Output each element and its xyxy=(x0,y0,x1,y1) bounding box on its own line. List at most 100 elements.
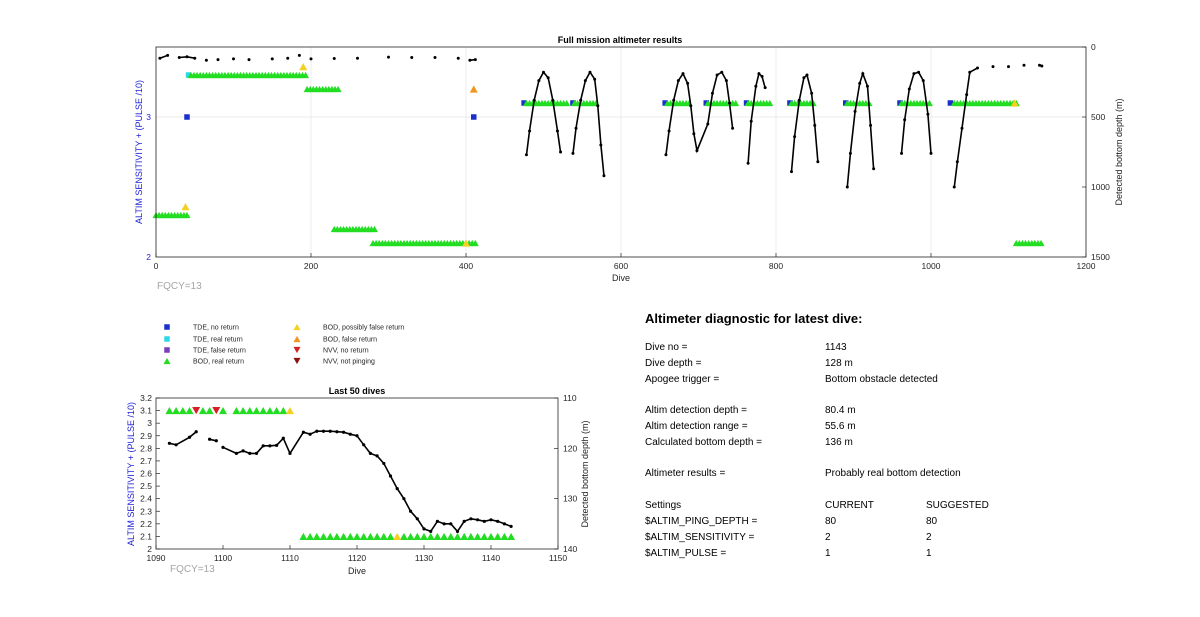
bottom-depth-point xyxy=(797,98,801,102)
bod-marker xyxy=(165,406,174,415)
bottom-depth-point xyxy=(917,70,921,74)
diagnostic-suggested: 2 xyxy=(926,532,932,543)
bottom-depth-point xyxy=(960,126,964,130)
bod-marker xyxy=(446,532,455,541)
bod-real-return-marker xyxy=(371,225,379,233)
bod-real-return-marker xyxy=(471,239,479,247)
diagnostic-row: Dive depth = 128 m xyxy=(645,358,853,369)
bottom-depth-point xyxy=(968,70,972,74)
diagnostic-suggested: 80 xyxy=(926,516,938,527)
bottom-depth-point xyxy=(681,72,685,76)
legend-item: NVV, no return xyxy=(293,346,369,355)
bottom-depth-point xyxy=(468,58,472,62)
diagnostic-value: 136 m xyxy=(825,437,853,448)
bod-marker xyxy=(440,532,449,541)
diagnostic-label: Altim detection depth = xyxy=(645,405,747,416)
small-bottom-depth-point xyxy=(476,518,480,522)
bottom-depth-point xyxy=(728,101,731,105)
bottom-depth-point xyxy=(555,129,559,133)
bottom-depth-point xyxy=(805,73,809,77)
bod-real-return-marker xyxy=(925,99,933,107)
small-bottom-depth-point xyxy=(328,429,332,433)
nvv-no-return-marker xyxy=(192,406,201,415)
bod-marker xyxy=(487,532,495,541)
small-bottom-depth-point xyxy=(268,444,272,448)
small-bottom-depth-point xyxy=(362,443,366,447)
small-bottom-depth-point xyxy=(194,430,198,434)
diagnostic-label: $ALTIM_SENSITIVITY = xyxy=(645,532,755,543)
legend-square-marker xyxy=(164,336,170,342)
small-y-axis-right-label: Detected bottom depth (m) xyxy=(580,420,590,527)
legend-item: BOD, real return xyxy=(163,357,244,366)
bod-marker xyxy=(393,532,402,541)
main-y-left-tick-label: 2 xyxy=(146,252,151,262)
diagnostic-label: Dive no = xyxy=(645,342,688,353)
small-x-axis-label: Dive xyxy=(348,566,366,576)
small-y-right-tick-label: 120 xyxy=(563,443,577,453)
bottom-depth-point xyxy=(689,104,693,108)
small-y-left-tick-label: 2.8 xyxy=(140,443,152,453)
legend-item: NVV, not pinging xyxy=(293,357,375,366)
small-bottom-depth-point xyxy=(388,474,393,478)
bottom-depth-point xyxy=(286,56,290,60)
small-bottom-depth-point xyxy=(254,451,259,455)
bottom-depth-point xyxy=(912,72,916,76)
bod-marker xyxy=(373,532,382,541)
bottom-depth-point xyxy=(907,87,911,91)
small-bottom-depth-point xyxy=(208,437,212,441)
diagnostic-label: $ALTIM_PING_DEPTH = xyxy=(645,516,758,527)
small-bottom-depth-point xyxy=(167,441,171,445)
diagnostic-label: Altim detection range = xyxy=(645,421,748,432)
bottom-depth-point xyxy=(872,167,876,171)
bottom-depth-point xyxy=(676,79,680,83)
bottom-depth-point xyxy=(861,72,865,76)
main-y-left-tick-label: 3 xyxy=(146,112,151,122)
diagnostic-label: $ALTIM_PULSE = xyxy=(645,548,726,559)
small-bottom-depth-point xyxy=(469,517,473,521)
bottom-depth-point xyxy=(793,135,797,139)
small-x-tick-label: 1100 xyxy=(214,553,233,563)
bottom-depth-point xyxy=(456,56,460,60)
bottom-depth-point xyxy=(216,58,220,62)
bottom-depth-point xyxy=(574,126,578,130)
diagnostic-title: Altimeter diagnostic for latest dive: xyxy=(645,311,862,326)
diagnostic-row: Dive no = 1143 xyxy=(645,342,847,353)
bottom-depth-point xyxy=(790,170,793,174)
bottom-depth-point xyxy=(760,74,764,78)
small-chart-ticks: 1090 1100 1110 1120 1130 1140 1150 2 2.1 2.2 2.3 2.… xyxy=(140,393,577,563)
small-bottom-depth-point xyxy=(409,509,413,513)
bottom-depth-point xyxy=(387,55,390,59)
bottom-depth-point xyxy=(667,129,671,133)
bottom-depth-point xyxy=(921,79,925,83)
small-y-left-tick-label: 2.9 xyxy=(140,431,152,441)
small-bottom-depth-point xyxy=(442,522,446,526)
small-bottom-depth-point xyxy=(281,436,285,440)
bottom-depth-point xyxy=(309,57,313,61)
tde-no-return-marker xyxy=(471,114,477,120)
bod-marker xyxy=(326,532,335,541)
legend-label: NVV, not pinging xyxy=(323,359,375,366)
bottom-depth-point xyxy=(929,151,933,155)
bottom-depth-point xyxy=(473,58,477,62)
bod-marker xyxy=(462,239,470,247)
tde-no-return-marker xyxy=(662,100,668,106)
legend-triangle-down-marker xyxy=(293,357,301,365)
diagnostic-label: Apogee trigger = xyxy=(645,374,719,385)
diagnostic-row: Calculated bottom depth = 136 m xyxy=(645,437,853,448)
bod-marker xyxy=(332,532,341,541)
legend-label: TDE, real return xyxy=(193,337,243,344)
diagnostic-label: Altimeter results = xyxy=(645,468,725,479)
bottom-depth-point xyxy=(332,56,336,60)
legend-label: TDE, no return xyxy=(193,325,239,332)
small-chart-marks xyxy=(165,406,516,541)
bod-marker xyxy=(480,532,489,541)
bottom-depth-point xyxy=(813,123,817,127)
bod-marker xyxy=(319,532,328,541)
bottom-depth-point xyxy=(559,150,563,154)
bod-marker xyxy=(185,406,194,415)
diagnostic-label: Calculated bottom depth = xyxy=(645,437,762,448)
small-y-left-tick-label: 3.2 xyxy=(140,393,152,403)
small-bottom-depth-point xyxy=(308,432,312,436)
legend-label: BOD, false return xyxy=(323,337,377,344)
